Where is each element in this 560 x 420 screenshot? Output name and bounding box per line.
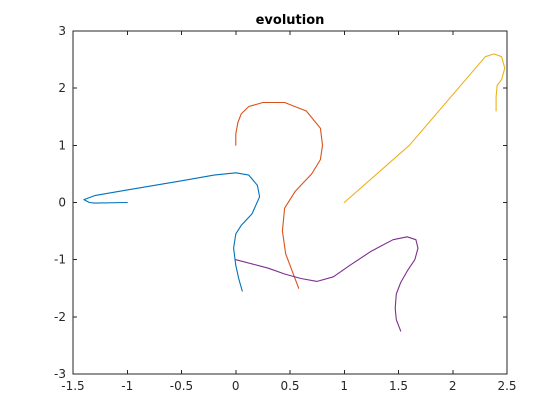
y-tick-label: 0 — [58, 196, 66, 210]
y-tick-label: -1 — [54, 253, 66, 267]
series-line-3 — [343, 53, 506, 204]
y-tick-label: -3 — [54, 367, 66, 381]
x-tick-label: -0.5 — [170, 379, 193, 393]
y-tick-label: -2 — [54, 310, 66, 324]
plot-frame — [72, 30, 508, 375]
x-tick-label: 0 — [232, 379, 240, 393]
y-tick-label: 2 — [58, 81, 66, 95]
y-tick-label: 3 — [58, 24, 66, 38]
y-tick-label: 1 — [58, 138, 66, 152]
x-tick-label: 2 — [449, 379, 457, 393]
series-layer — [83, 53, 506, 332]
series-line-2 — [235, 101, 324, 289]
axis-ticks: -1.5 -1 -0.5 0 0.5 1 1.5 2 2.5 -3 -2 -1 0 1 2 3 — [54, 24, 517, 393]
series-line-4 — [235, 236, 419, 332]
x-tick-label: 1 — [340, 379, 348, 393]
x-tick-label: 2.5 — [497, 379, 516, 393]
chart-title: evolution — [256, 13, 325, 28]
x-tick-label: -1.5 — [61, 379, 84, 393]
x-tick-label: 1.5 — [389, 379, 408, 393]
series-line-1 — [83, 172, 261, 292]
x-tick-label: 0.5 — [280, 379, 299, 393]
x-tick-label: -1 — [121, 379, 133, 393]
